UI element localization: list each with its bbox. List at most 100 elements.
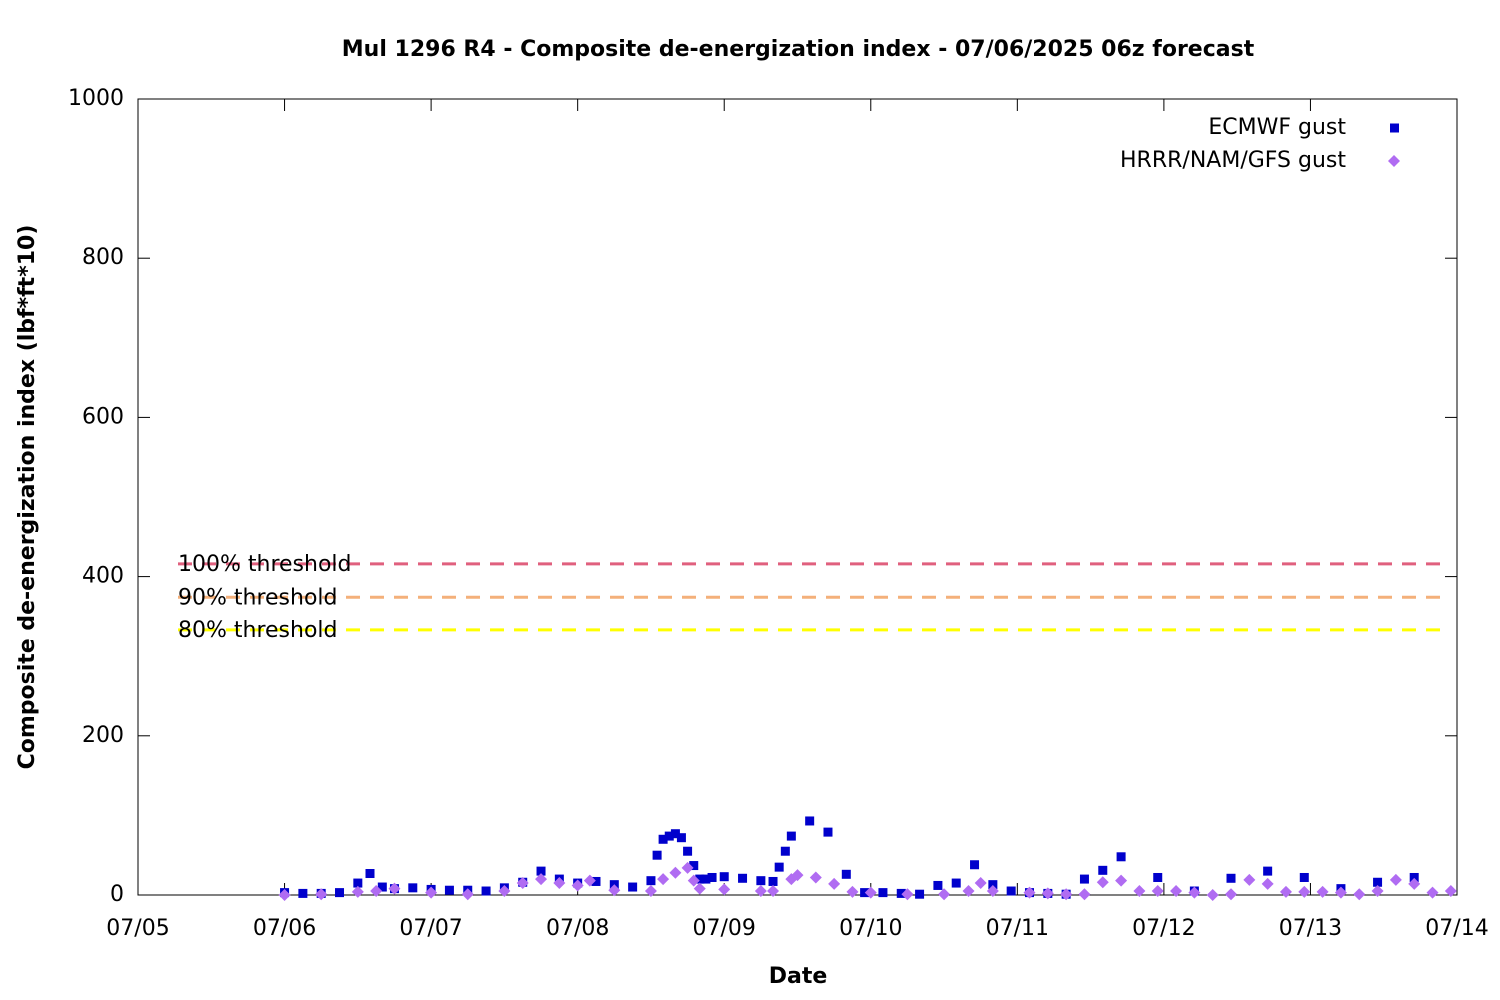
data-point <box>805 816 815 826</box>
data-point <box>481 886 491 896</box>
x-tick-label: 07/14 <box>1425 916 1488 941</box>
data-point <box>1151 885 1164 898</box>
data-point <box>315 888 328 901</box>
y-tick-label: 800 <box>82 245 124 270</box>
data-point <box>683 846 693 856</box>
data-point <box>278 889 291 901</box>
legend-label: HRRR/NAM/GFS gust <box>1120 148 1346 173</box>
data-point <box>335 888 345 898</box>
data-point <box>1041 887 1054 900</box>
data-point <box>786 831 796 841</box>
data-point <box>1243 873 1256 886</box>
data-point <box>962 885 975 898</box>
data-point <box>1373 877 1383 887</box>
data-point <box>681 861 694 874</box>
x-tick-label: 07/08 <box>546 916 609 941</box>
data-point <box>1334 886 1347 899</box>
data-point <box>1078 888 1091 901</box>
data-point <box>864 886 877 899</box>
data-point <box>658 834 668 844</box>
data-point <box>1115 874 1128 887</box>
plot-frame <box>137 98 1458 896</box>
data-point <box>841 869 851 879</box>
x-axis-label: Date <box>769 964 828 989</box>
data-point <box>901 888 914 901</box>
data-point <box>933 880 943 890</box>
data-point <box>938 888 951 901</box>
x-tick-label: 07/09 <box>693 916 756 941</box>
data-point <box>1299 872 1309 882</box>
data-point <box>669 866 682 879</box>
data-point <box>535 873 548 886</box>
x-tick-label: 07/05 <box>106 916 169 941</box>
data-point <box>756 876 766 886</box>
data-point <box>516 877 529 890</box>
data-point <box>701 874 711 884</box>
data-point <box>896 888 906 898</box>
data-point <box>1409 872 1419 882</box>
data-point <box>657 873 670 886</box>
data-point <box>791 869 804 882</box>
data-point <box>583 874 596 887</box>
data-point <box>365 869 375 879</box>
data-point <box>693 882 706 895</box>
data-point <box>687 874 700 887</box>
data-point <box>846 885 859 898</box>
data-point <box>408 883 418 893</box>
x-tick-label: 07/13 <box>1279 916 1342 941</box>
data-point <box>707 872 717 882</box>
data-point <box>1279 885 1292 898</box>
data-point <box>646 876 656 886</box>
y-tick-label: 200 <box>82 723 124 748</box>
data-point <box>738 873 748 883</box>
legend-marker <box>1388 155 1400 167</box>
x-tick-label: 07/12 <box>1132 916 1195 941</box>
data-point <box>719 872 729 882</box>
x-tick-label: 07/10 <box>839 916 902 941</box>
data-point <box>860 888 870 898</box>
data-point <box>1353 888 1366 901</box>
legend-marker <box>1390 123 1399 133</box>
y-tick-label: 1000 <box>68 86 124 111</box>
data-point <box>970 860 980 870</box>
data-point <box>754 885 767 898</box>
data-point <box>353 878 363 888</box>
y-tick-label: 400 <box>82 564 124 589</box>
data-point <box>553 877 566 890</box>
data-point <box>1060 888 1073 901</box>
chart-title: Mul 1296 R4 - Composite de-energization … <box>342 37 1255 62</box>
x-tick-label: 07/07 <box>399 916 462 941</box>
data-point <box>351 885 364 898</box>
data-point <box>1263 866 1273 876</box>
data-point <box>1226 873 1236 883</box>
data-point <box>1408 877 1421 890</box>
data-point <box>1079 874 1089 884</box>
data-point <box>644 885 657 898</box>
data-point <box>444 885 454 895</box>
data-point <box>670 829 680 839</box>
data-point <box>676 833 686 843</box>
data-point <box>774 862 784 872</box>
data-point <box>1426 886 1439 899</box>
data-point <box>628 882 638 892</box>
y-tick-label: 0 <box>110 882 124 907</box>
data-point <box>986 885 999 898</box>
data-point <box>608 884 621 897</box>
data-point <box>425 886 438 899</box>
data-point <box>377 882 387 892</box>
data-point <box>652 850 662 860</box>
data-point <box>878 888 888 898</box>
data-point <box>1206 889 1219 901</box>
data-point <box>461 888 474 901</box>
data-point <box>780 846 790 856</box>
threshold-label: 80% threshold <box>178 618 338 643</box>
data-point <box>689 861 699 871</box>
data-point <box>1096 876 1109 889</box>
data-point <box>809 871 822 884</box>
data-point <box>536 866 546 876</box>
data-point <box>1316 885 1329 898</box>
data-point <box>370 885 383 898</box>
data-point <box>1170 885 1183 898</box>
data-point <box>388 882 401 895</box>
